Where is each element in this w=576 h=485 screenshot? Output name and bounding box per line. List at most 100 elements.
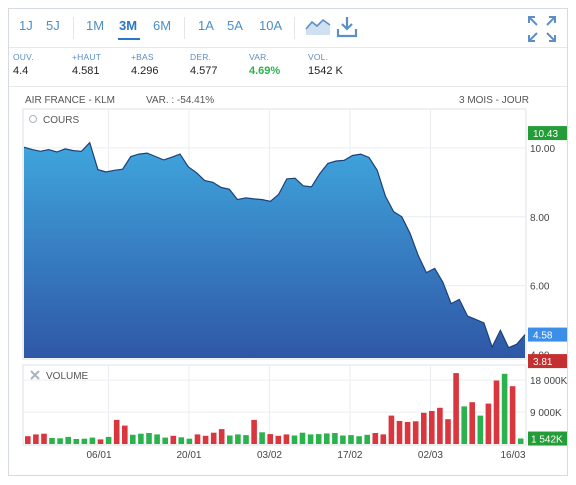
stat-label: VAR. bbox=[249, 52, 270, 62]
volume-tick-label: 18 000K bbox=[530, 376, 567, 387]
volume-bar bbox=[243, 435, 249, 444]
price-tick-label: 6.00 bbox=[530, 282, 550, 293]
volume-bar bbox=[461, 406, 467, 444]
volume-bars bbox=[25, 373, 524, 444]
period-5a-button[interactable]: 5A bbox=[227, 18, 243, 33]
quote-stats: OUV. 4.4 +HAUT 4.581 +BAS 4.296 DER. 4.5… bbox=[9, 47, 567, 87]
price-legend-label: COURS bbox=[43, 115, 79, 126]
stat-variation: VAR. 4.69% bbox=[249, 52, 280, 77]
volume-bar bbox=[227, 435, 233, 444]
divider bbox=[73, 17, 74, 39]
stat-high: +HAUT 4.581 bbox=[72, 52, 101, 77]
volume-bar bbox=[154, 434, 160, 444]
volume-bar bbox=[89, 437, 96, 444]
x-axis: 06/01 20/01 03/02 17/02 02/03 16/03 bbox=[86, 450, 525, 461]
volume-bar bbox=[445, 419, 451, 444]
range-label: 3 MOIS - JOUR bbox=[458, 95, 529, 106]
period-5j-button[interactable]: 5J bbox=[46, 18, 60, 33]
period-3m-button[interactable]: 3M bbox=[119, 18, 138, 33]
instrument-name: AIR FRANCE - KLM bbox=[25, 95, 116, 106]
period-1j-button[interactable]: 1J bbox=[19, 18, 33, 33]
period-10a-button[interactable]: 10A bbox=[259, 18, 283, 33]
price-panel-border bbox=[22, 108, 527, 360]
volume-badges: 1 542K bbox=[528, 431, 567, 446]
period-1a-button[interactable]: 1A bbox=[198, 18, 214, 33]
stat-open: OUV. 4.4 bbox=[13, 52, 34, 77]
volume-bar bbox=[81, 438, 88, 444]
volume-bar bbox=[380, 434, 387, 444]
volume-bar bbox=[324, 433, 330, 444]
period-6m-button[interactable]: 6M bbox=[153, 18, 172, 33]
volume-bar bbox=[509, 386, 516, 444]
fullscreen-icon[interactable] bbox=[527, 15, 557, 43]
volume-bar bbox=[202, 435, 209, 444]
volume-bar bbox=[421, 412, 427, 444]
price-line bbox=[23, 141, 526, 349]
volume-bar bbox=[477, 415, 484, 444]
period-1m-button[interactable]: 1M bbox=[86, 18, 105, 33]
stat-label: VOL. bbox=[308, 52, 329, 62]
volume-bar bbox=[49, 438, 55, 444]
last-volume-badge bbox=[528, 431, 567, 446]
volume-bar bbox=[57, 438, 63, 444]
volume-bar bbox=[388, 415, 395, 444]
volume-bar bbox=[251, 419, 257, 444]
volume-bar bbox=[130, 434, 136, 444]
price-tick-label: 10.00 bbox=[530, 144, 555, 155]
stat-last: DER. 4.577 bbox=[190, 52, 218, 77]
stat-value: 4.577 bbox=[190, 65, 218, 77]
stat-value: 4.581 bbox=[72, 65, 100, 77]
price-area bbox=[24, 142, 525, 358]
volume-bar bbox=[404, 422, 411, 444]
stat-low: +BAS 4.296 bbox=[131, 52, 159, 77]
volume-bar bbox=[186, 438, 193, 444]
volume-bar bbox=[307, 434, 314, 444]
high-price-badge bbox=[528, 126, 567, 141]
stat-value: 1542 K bbox=[308, 65, 343, 77]
last-price-badge bbox=[528, 327, 567, 342]
volume-bar bbox=[283, 434, 290, 444]
x-tick-label: 16/03 bbox=[500, 450, 525, 461]
x-tick-label: 02/03 bbox=[418, 450, 443, 461]
volume-bar bbox=[299, 432, 306, 444]
volume-bar bbox=[113, 419, 120, 444]
volume-bar bbox=[41, 433, 47, 444]
high-price-badge-label: 10.43 bbox=[533, 129, 558, 140]
volume-legend-label: VOLUME bbox=[46, 371, 89, 382]
volume-bar bbox=[162, 437, 168, 444]
volume-bar bbox=[105, 436, 112, 444]
low-price-badge bbox=[528, 354, 567, 369]
volume-bar bbox=[485, 403, 492, 444]
volume-bar bbox=[372, 433, 379, 444]
volume-bar bbox=[348, 435, 354, 444]
volume-bar bbox=[315, 434, 322, 444]
volume-bar bbox=[356, 436, 362, 444]
volume-bar bbox=[138, 433, 144, 444]
close-icon[interactable] bbox=[30, 370, 40, 380]
volume-bar bbox=[194, 434, 201, 444]
volume-bar bbox=[501, 373, 508, 444]
volume-bar bbox=[210, 432, 217, 444]
volume-legend: VOLUME bbox=[30, 370, 89, 382]
volume-bar bbox=[412, 421, 419, 444]
volume-bar bbox=[469, 402, 475, 444]
volume-bar bbox=[73, 439, 80, 444]
volume-tick-label: 9 000K bbox=[530, 408, 562, 419]
download-icon[interactable] bbox=[336, 15, 358, 39]
last-volume-badge-label: 1 542K bbox=[531, 435, 563, 446]
chart-type-icon[interactable] bbox=[305, 15, 331, 37]
stat-value: 4.69% bbox=[249, 65, 281, 77]
legend-dot-icon bbox=[29, 115, 37, 123]
period-variation: VAR. : -54.41% bbox=[146, 95, 215, 106]
price-badges: 10.43 4.58 3.81 bbox=[528, 126, 567, 369]
volume-bar bbox=[178, 437, 185, 444]
volume-bar bbox=[235, 434, 241, 444]
volume-bar bbox=[437, 407, 443, 444]
volume-bar bbox=[25, 436, 31, 444]
volume-bar bbox=[453, 373, 459, 444]
divider bbox=[294, 17, 295, 39]
low-price-badge-label: 3.81 bbox=[533, 357, 553, 368]
volume-bar bbox=[259, 432, 265, 444]
volume-bar bbox=[170, 435, 177, 444]
